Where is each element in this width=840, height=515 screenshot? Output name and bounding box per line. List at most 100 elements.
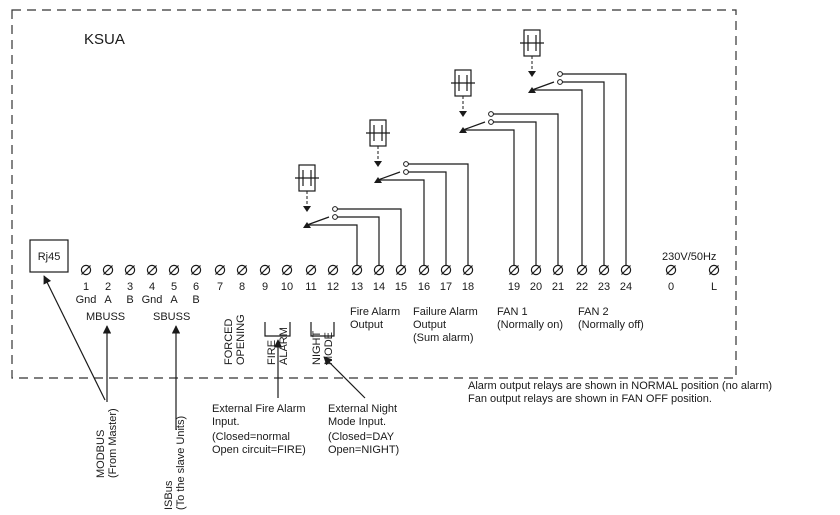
terminal-number: 8 <box>239 281 245 293</box>
terminal-sublabel: B <box>126 294 133 306</box>
fan2-label-1: FAN 2 <box>578 306 609 318</box>
terminal-2: 2 <box>102 264 114 293</box>
terminal-number: 12 <box>327 281 339 293</box>
terminal-4: 4 <box>146 264 158 293</box>
power-label: 230V/50Hz <box>662 251 716 263</box>
terminal-9: 9 <box>259 264 271 293</box>
fire-alarm-relay <box>295 164 402 265</box>
fire-output-label-1: Fire Alarm <box>350 306 400 318</box>
terminal-10: 10 <box>281 264 293 293</box>
isbus-label-2: (To the slave Units) <box>175 416 187 510</box>
terminal-16: 16 <box>418 264 430 293</box>
terminal-sublabels: Gnd A B Gnd A B <box>76 294 200 306</box>
night-input-arrow <box>323 356 366 399</box>
terminal-number: 15 <box>395 281 407 293</box>
forced-opening-label-2: OPENING <box>235 314 247 365</box>
failure-output-label-3: (Sum alarm) <box>413 332 474 344</box>
isbus-label-1: ISBus <box>163 480 175 510</box>
terminal-number: 16 <box>418 281 430 293</box>
terminal-14: 14 <box>373 264 385 293</box>
terminal-number: 22 <box>576 281 588 293</box>
forced-opening-label-1: FORCED <box>223 319 235 366</box>
enclosure-border <box>11 9 737 379</box>
terminal-18: 18 <box>462 264 474 293</box>
terminal-5: 5 <box>168 264 180 293</box>
terminal-12: 12 <box>327 264 339 293</box>
fire-bracket <box>264 322 291 337</box>
terminal-23: 23 <box>598 264 610 293</box>
terminal-number: 24 <box>620 281 632 293</box>
fan1-label-1: FAN 1 <box>497 306 528 318</box>
fan2-label-2: (Normally off) <box>578 319 644 331</box>
terminal-19: 19 <box>508 264 520 293</box>
modbus-arrow <box>43 275 106 401</box>
terminal-number: 7 <box>217 281 223 293</box>
night-mode-label-2: MODE <box>323 332 335 365</box>
device-title: KSUA <box>84 31 125 48</box>
terminal-sublabel: A <box>104 294 112 306</box>
fire-alarm-label-1: FIRE <box>266 340 278 365</box>
terminal-7: 7 <box>214 264 226 293</box>
night-input-label-3: (Closed=DAY <box>328 431 395 443</box>
terminal-sublabel: Gnd <box>142 294 163 306</box>
terminal-number: 4 <box>149 281 155 293</box>
failure-alarm-relay <box>366 119 469 265</box>
fan1-relay <box>451 69 559 265</box>
terminal-3: 3 <box>124 264 136 293</box>
failure-output-label-1: Failure Alarm <box>413 306 478 318</box>
terminal-number: 5 <box>171 281 177 293</box>
fire-input-label-1: External Fire Alarm <box>212 403 306 415</box>
night-input-label-2: Mode Input. <box>328 416 386 428</box>
fire-alarm-label-2: ALARM <box>278 327 290 365</box>
terminal-number: 23 <box>598 281 610 293</box>
terminal-number: 6 <box>193 281 199 293</box>
terminal-24: 24 <box>620 264 632 293</box>
terminal-number: 9 <box>262 281 268 293</box>
terminal-number: 17 <box>440 281 452 293</box>
fire-output-label-2: Output <box>350 319 383 331</box>
terminal-number: 10 <box>281 281 293 293</box>
terminal-number: 1 <box>83 281 89 293</box>
fire-input-label-3: (Closed=normal <box>212 431 290 443</box>
terminal-sublabel: Gnd <box>76 294 97 306</box>
terminal-number: 21 <box>552 281 564 293</box>
terminal-number: 14 <box>373 281 385 293</box>
terminal-L: L <box>708 264 720 293</box>
terminal-13: 13 <box>351 264 363 293</box>
modbus-label-2: (From Master) <box>107 408 119 478</box>
terminal-1: 1 <box>80 264 92 293</box>
night-input-label-4: Open=NIGHT) <box>328 444 399 456</box>
rj45-label: Rj45 <box>38 251 61 263</box>
terminal-number: 3 <box>127 281 133 293</box>
terminal-number: 2 <box>105 281 111 293</box>
night-mode-label-1: NIGHT <box>311 331 323 366</box>
fan1-label-2: (Normally on) <box>497 319 563 331</box>
note-fan-relays: Fan output relays are shown in FAN OFF p… <box>468 393 712 405</box>
terminal-number: L <box>711 281 717 293</box>
mbuss-label: MBUSS <box>86 311 125 323</box>
terminal-number: 20 <box>530 281 542 293</box>
note-alarm-relays: Alarm output relays are shown in NORMAL … <box>468 380 772 392</box>
terminal-8: 8 <box>236 264 248 293</box>
terminal-21: 21 <box>552 264 564 293</box>
modbus-label-1: MODBUS <box>95 430 107 478</box>
terminal-number: 11 <box>305 281 316 293</box>
terminal-number: 19 <box>508 281 520 293</box>
fan2-relay <box>520 29 627 265</box>
terminal-sublabel: B <box>192 294 199 306</box>
terminal-number: 18 <box>462 281 474 293</box>
terminal-11: 11 <box>305 264 317 293</box>
terminal-number: 13 <box>351 281 363 293</box>
fire-input-label-2: Input. <box>212 416 240 428</box>
terminal-15: 15 <box>395 264 407 293</box>
terminal-strip: 1 2 3 4 5 6 7 8 9 10 11 12 13 14 15 16 17 18 19 20 21 22 23 24 0… <box>80 264 720 293</box>
rj45-port <box>29 239 69 273</box>
terminal-20: 20 <box>530 264 542 293</box>
terminal-22: 22 <box>576 264 588 293</box>
terminal-17: 17 <box>440 264 452 293</box>
terminal-6: 6 <box>190 264 202 293</box>
terminal-0: 0 <box>665 264 677 293</box>
night-bracket <box>310 322 335 337</box>
night-input-label-1: External Night <box>328 403 397 415</box>
